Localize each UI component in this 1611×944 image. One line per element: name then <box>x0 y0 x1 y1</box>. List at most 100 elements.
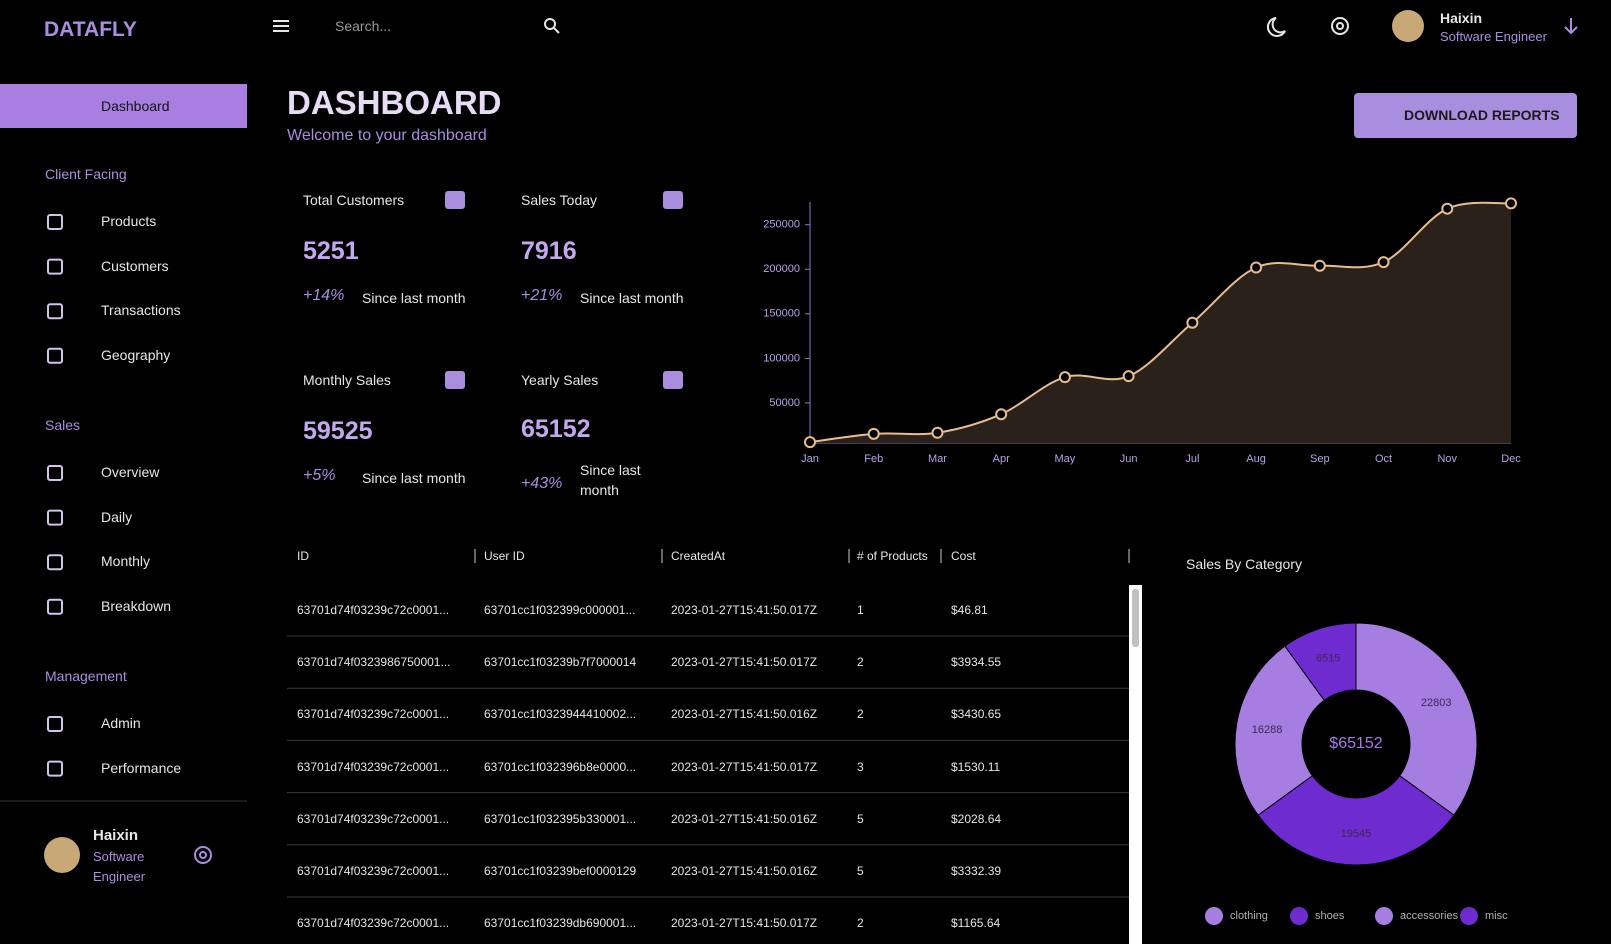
avatar <box>1392 10 1424 42</box>
table-cell: 2 <box>857 916 864 931</box>
nav-icon <box>47 258 63 275</box>
table-cell: 63701cc1f03239db690001... <box>484 916 637 931</box>
table-cell: $3934.55 <box>951 655 1002 670</box>
table-cell: 63701d74f03239c72c0001... <box>297 603 450 617</box>
footer-name: Haixin <box>93 827 139 844</box>
nav-item[interactable]: Monthly <box>101 553 151 570</box>
table-cell: 63701d74f03239c72c0001... <box>297 759 450 774</box>
point <box>1377 256 1390 269</box>
column-header[interactable]: ID <box>297 549 309 563</box>
point <box>1505 197 1517 210</box>
table-cell: 2023-01-27T15:41:50.016Z <box>671 707 818 722</box>
table-cell: 63701cc1f032396b8e0000... <box>484 759 637 774</box>
y-tick-label: 100000 <box>763 352 800 364</box>
footer-role: Software Engineer <box>93 849 146 884</box>
search-input[interactable]: Search... <box>335 18 392 34</box>
theme-icon[interactable] <box>1266 17 1286 37</box>
nav-section-title: Client Facing <box>45 166 127 182</box>
stat-value: 5251 <box>303 237 359 265</box>
column-header[interactable]: # of Products <box>857 549 928 563</box>
table-cell: 63701d74f03239c72c0001... <box>297 707 450 722</box>
dropdown-icon[interactable] <box>1564 18 1578 35</box>
nav-item[interactable]: Breakdown <box>101 597 172 614</box>
stat-value: 7916 <box>521 237 577 265</box>
stat-icon <box>445 371 465 389</box>
table-cell: 63701cc1f032399c000001... <box>484 603 636 617</box>
nav-item-active[interactable] <box>0 84 247 128</box>
x-tick-label: Nov <box>1437 453 1457 465</box>
x-tick-label: Mar <box>928 453 947 465</box>
table-cell: 2023-01-27T15:41:50.017Z <box>671 655 818 670</box>
nav-item[interactable]: Transactions <box>101 302 181 319</box>
nav-icon <box>47 465 63 481</box>
nav-item[interactable]: Admin <box>101 715 141 731</box>
x-tick-label: Sep <box>1310 453 1330 465</box>
table-cell: 63701d74f03239c72c0001... <box>297 811 450 826</box>
nav-item[interactable]: Customers <box>101 257 169 274</box>
table-cell: 5 <box>857 811 864 826</box>
footer-settings-icon[interactable] <box>194 846 212 864</box>
stat-title: Monthly Sales <box>303 372 391 388</box>
scrollbar-thumb <box>1132 589 1139 647</box>
nav-icon <box>47 347 63 364</box>
x-tick-label: Dec <box>1501 453 1521 465</box>
point <box>995 408 1008 421</box>
scrollbar <box>1129 585 1142 944</box>
table-cell: $2028.64 <box>951 811 1002 826</box>
stat-note: Since last month <box>580 462 641 498</box>
point <box>804 436 816 449</box>
point <box>1313 259 1326 272</box>
table-cell: 1 <box>857 603 864 617</box>
table-cell: 2023-01-27T15:41:50.017Z <box>671 759 818 774</box>
nav-icon <box>47 598 63 615</box>
nav-item[interactable]: Daily <box>101 508 133 525</box>
stat-change: +14% <box>303 287 345 304</box>
point <box>1186 316 1199 329</box>
footer-avatar <box>44 837 80 873</box>
nav-item[interactable]: Geography <box>101 346 171 363</box>
table-cell: 2023-01-27T15:41:50.016Z <box>671 864 818 878</box>
point <box>1122 370 1135 383</box>
stat-icon <box>445 191 465 209</box>
pie-slice <box>1284 622 1357 702</box>
legend-swatch <box>1290 907 1308 925</box>
slice-label: 19545 <box>1341 828 1372 840</box>
stat-icon <box>663 191 683 209</box>
download-button[interactable] <box>1354 93 1577 138</box>
stat-title: Yearly Sales <box>521 372 599 388</box>
settings-icon[interactable] <box>1331 17 1349 35</box>
column-header[interactable]: Cost <box>951 549 976 563</box>
table-cell: 3 <box>857 759 864 774</box>
table-cell: 63701d74f03239c72c0001... <box>297 864 450 878</box>
point <box>931 426 944 439</box>
table-cell: $1165.64 <box>951 916 1001 931</box>
x-tick-label: Jun <box>1120 453 1138 465</box>
nav-icon <box>47 509 63 526</box>
table-cell: 2023-01-27T15:41:50.016Z <box>671 811 818 826</box>
column-header[interactable]: CreatedAt <box>671 549 726 563</box>
search-icon[interactable] <box>544 18 556 30</box>
column-header[interactable]: User ID <box>484 549 525 563</box>
x-tick-label: May <box>1055 453 1076 465</box>
stat-icon <box>663 371 683 389</box>
pie-center-label: $65152 <box>1329 735 1382 752</box>
y-tick-label: 250000 <box>763 219 800 231</box>
nav-icon <box>47 214 63 230</box>
legend-label: clothing <box>1230 910 1268 922</box>
stat-title: Total Customers <box>303 192 405 208</box>
table-cell: 63701cc1f032395b330001... <box>484 811 637 826</box>
nav-icon <box>47 760 63 777</box>
x-tick-label: Jan <box>801 453 819 465</box>
page-subtitle: Welcome to your dashboard <box>287 127 487 144</box>
nav-item[interactable]: Performance <box>101 759 182 776</box>
pie-slice <box>1257 775 1455 866</box>
line-area <box>810 202 1511 443</box>
nav-icon <box>47 303 63 320</box>
nav-section-title: Sales <box>45 417 81 433</box>
page-title: DASHBOARD <box>287 84 502 121</box>
menu-icon[interactable] <box>273 20 289 32</box>
nav-item[interactable]: Products <box>101 213 157 229</box>
nav-item[interactable]: Overview <box>101 464 160 480</box>
